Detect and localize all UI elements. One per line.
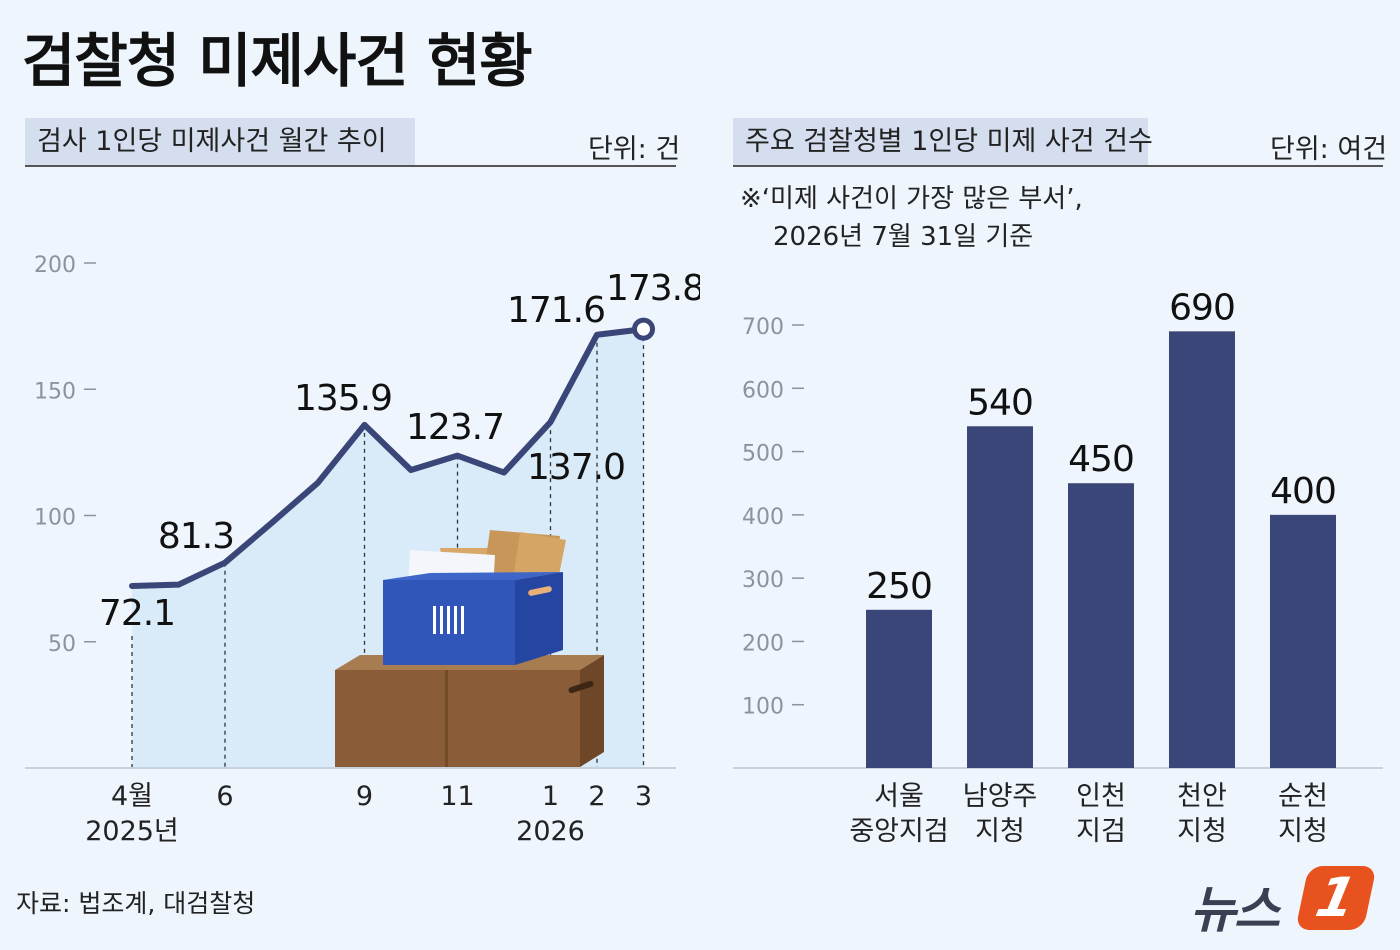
bar-chart-header-rule bbox=[733, 165, 1383, 167]
bar bbox=[866, 609, 932, 768]
data-label: 137.0 bbox=[527, 447, 625, 488]
line-chart-unit: 단위: 건 bbox=[588, 134, 681, 165]
bar bbox=[1169, 331, 1235, 768]
document-boxes-illustration bbox=[335, 530, 604, 767]
bar-value-label: 400 bbox=[1270, 471, 1336, 512]
x-tick-label: 3 bbox=[635, 781, 652, 812]
bar-value-label: 540 bbox=[967, 382, 1033, 423]
data-label: 171.6 bbox=[507, 290, 605, 331]
y-tick-label: 400 bbox=[742, 505, 784, 530]
data-label: 173.8 bbox=[606, 268, 700, 309]
y-tick-label: 200 bbox=[34, 253, 76, 278]
category-label: 천안 bbox=[1177, 781, 1227, 812]
category-label: 지청 bbox=[1177, 816, 1227, 847]
line-chart: 200 150 100 50 72.1 81.3 135.9 123.7 137.0 171.6… bbox=[25, 253, 700, 847]
last-point-marker bbox=[632, 317, 655, 341]
category-label: 지청 bbox=[1278, 816, 1328, 847]
news1-logo: 뉴스 1 bbox=[1190, 862, 1390, 942]
bar bbox=[967, 426, 1033, 768]
category-label: 중앙지검 bbox=[849, 816, 948, 847]
bar-chart-subtitle: 주요 검찰청별 1인당 미제 사건 건수 bbox=[733, 118, 1153, 166]
y-tick-label: 150 bbox=[34, 379, 76, 404]
bar-value-label: 690 bbox=[1169, 287, 1235, 328]
y-tick-label: 100 bbox=[34, 506, 76, 531]
bar-value-label: 450 bbox=[1068, 439, 1134, 480]
bar-chart-unit: 단위: 여건 bbox=[1270, 134, 1388, 165]
series-line bbox=[129, 326, 647, 589]
data-label: 72.1 bbox=[99, 593, 175, 634]
year-label: 2026 bbox=[516, 816, 585, 847]
bar-chart-note-line2: 2026년 7월 31일 기준 bbox=[773, 222, 1034, 252]
x-tick-label: 11 bbox=[440, 781, 474, 812]
category-label: 지검 bbox=[1076, 816, 1126, 847]
y-tick-label: 500 bbox=[742, 442, 784, 467]
x-tick-label: 9 bbox=[356, 781, 373, 812]
bar bbox=[1270, 514, 1336, 768]
year-label: 2025년 bbox=[85, 816, 179, 847]
bar bbox=[1068, 483, 1134, 768]
y-tick-label: 200 bbox=[742, 631, 784, 656]
line-chart-header-rule bbox=[25, 165, 676, 167]
category-label: 지청 bbox=[975, 816, 1025, 847]
y-tick-label: 700 bbox=[742, 315, 784, 340]
page-title: 검찰청 미제사건 현황 bbox=[22, 27, 533, 95]
x-tick-label: 1 bbox=[542, 781, 559, 812]
data-label: 135.9 bbox=[294, 378, 392, 419]
category-label: 인천 bbox=[1076, 781, 1126, 812]
bar-value-label: 250 bbox=[866, 566, 932, 607]
data-label: 81.3 bbox=[158, 516, 234, 557]
category-label: 순천 bbox=[1278, 781, 1328, 812]
category-label: 남양주 bbox=[963, 781, 1038, 812]
brand-wordmark: 뉴스 bbox=[1190, 881, 1280, 939]
x-tick-label: 2 bbox=[588, 781, 605, 812]
y-tick-label: 300 bbox=[742, 568, 784, 593]
brand-mark: 1 bbox=[1295, 866, 1377, 930]
y-tick-label: 100 bbox=[742, 695, 784, 720]
x-tick-label: 4월 bbox=[111, 781, 153, 812]
y-tick-label: 600 bbox=[742, 378, 784, 403]
source-note: 자료: 법조계, 대검찰청 bbox=[16, 889, 256, 918]
data-label: 123.7 bbox=[406, 407, 504, 448]
y-tick-label: 50 bbox=[48, 632, 76, 657]
bar-chart-note-line1: ※‘미제 사건이 가장 많은 부서’, bbox=[740, 184, 1083, 214]
x-tick-label: 6 bbox=[216, 781, 233, 812]
line-chart-subtitle: 검사 1인당 미제사건 월간 추이 bbox=[25, 118, 415, 166]
category-label: 서울 bbox=[874, 781, 924, 812]
